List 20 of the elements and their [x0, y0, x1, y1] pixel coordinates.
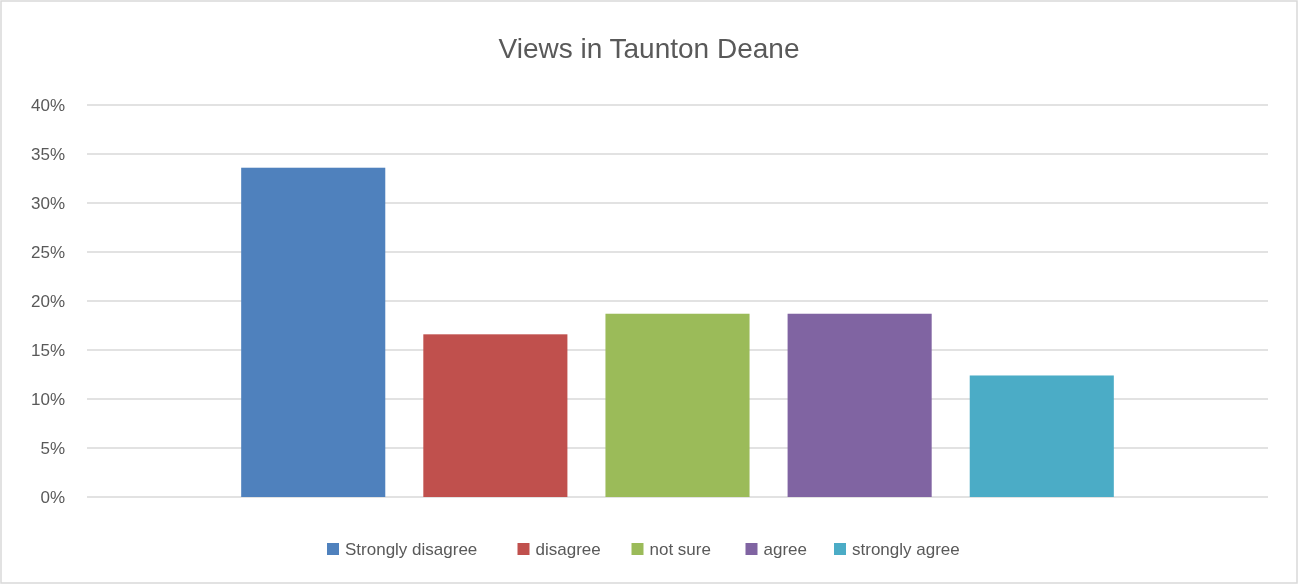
y-tick-label: 40% — [30, 95, 65, 115]
bar — [969, 375, 1114, 497]
y-tick-label: 15% — [30, 340, 65, 360]
legend-label: Strongly disagree — [345, 539, 478, 559]
legend-label: disagree — [535, 539, 601, 559]
y-tick-label: 30% — [30, 193, 65, 213]
bar — [423, 334, 568, 497]
y-tick-label: 35% — [30, 144, 65, 164]
y-tick-label: 10% — [30, 389, 65, 409]
legend-label: agree — [763, 539, 807, 559]
legend-label: strongly agree — [852, 539, 960, 559]
bar — [787, 313, 932, 497]
y-tick-label: 0% — [40, 487, 65, 507]
y-tick-label: 25% — [30, 242, 65, 262]
y-tick-label: 5% — [40, 438, 65, 458]
bar — [605, 313, 750, 497]
y-tick-label: 20% — [30, 291, 65, 311]
bar — [241, 167, 386, 497]
chart-title: Views in Taunton Deane — [498, 33, 800, 64]
legend-label: not sure — [649, 539, 711, 559]
